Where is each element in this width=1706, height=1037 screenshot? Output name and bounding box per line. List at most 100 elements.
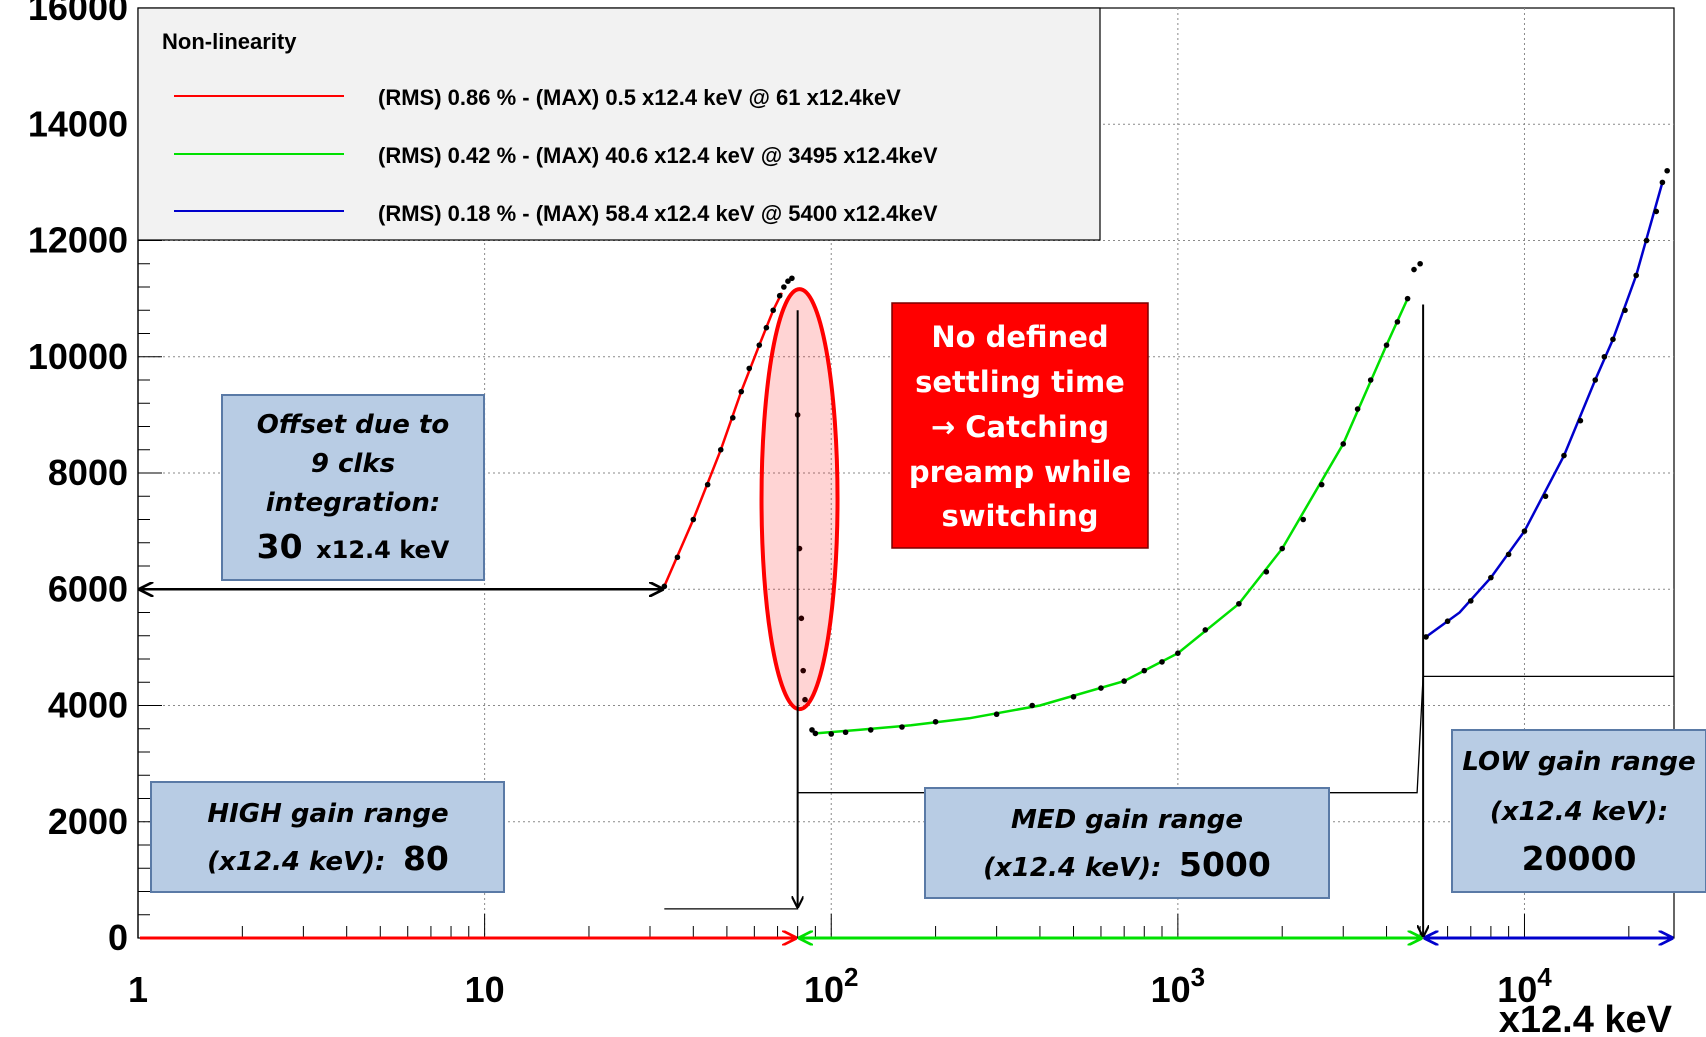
med-gain-line2: (x12.4 keV): 5000: [983, 845, 1271, 884]
data-point: [690, 516, 697, 523]
data-point: [1404, 295, 1411, 302]
legend-box: [137, 7, 1101, 241]
legend: Non-linearity (RMS) 0.86 % - (MAX) 0.5 x…: [137, 7, 1101, 241]
settling-box: [891, 302, 1149, 549]
y-tick-label: 0: [108, 917, 128, 958]
data-point: [1505, 551, 1512, 558]
data-point: [993, 711, 1000, 718]
offset-line2: 9 clks: [311, 449, 395, 479]
data-point: [1659, 179, 1666, 186]
fit-line: [1425, 182, 1664, 638]
data-point: [809, 727, 815, 733]
offset-line3: integration:: [266, 488, 441, 518]
data-point: [785, 278, 791, 284]
data-point: [756, 342, 763, 348]
data-point: [704, 481, 711, 488]
data-point: [802, 696, 808, 703]
data-point: [763, 324, 770, 331]
settling-line4: preamp while: [909, 455, 1131, 489]
x-tick-exponent: 3: [1191, 962, 1205, 992]
data-point: [1622, 307, 1628, 314]
data-point: [1444, 618, 1451, 625]
data-point: [770, 307, 776, 314]
x-tick-label: 1: [128, 969, 148, 1010]
high-gain-unit: (x12.4 keV):: [207, 847, 385, 877]
data-point: [1601, 353, 1608, 360]
data-point: [789, 275, 795, 282]
offset-annotation: Offset due to 9 clks integration: 30 x12…: [221, 394, 485, 581]
data-point: [800, 667, 806, 674]
settling-line2: settling time: [915, 365, 1125, 399]
data-point: [1488, 574, 1494, 581]
data-point: [1029, 702, 1036, 709]
data-point: [717, 446, 724, 453]
data-point: [828, 731, 835, 737]
data-point: [812, 730, 819, 737]
low-gain-line2: (x12.4 keV):: [1490, 797, 1668, 827]
med-gain-line1: MED gain range: [1011, 805, 1243, 835]
y-tick-label: 16000: [28, 0, 128, 28]
data-point: [746, 365, 753, 372]
y-tick-label: 2000: [48, 801, 128, 842]
data-point: [1383, 342, 1390, 348]
offset-line1: Offset due to: [257, 410, 449, 440]
data-point: [1202, 627, 1209, 633]
high-gain-box: [150, 781, 505, 893]
data-point: [1467, 598, 1474, 604]
data-point: [1542, 493, 1549, 500]
y-tick-label: 6000: [48, 568, 128, 609]
x-tick-exponent: 2: [844, 962, 858, 992]
settling-line5: switching: [941, 499, 1098, 533]
data-point: [842, 729, 849, 736]
data-point: [1592, 377, 1599, 383]
high-gain-line2: (x12.4 keV): 80: [207, 839, 449, 878]
legend-entry-green: (RMS) 0.42 % - (MAX) 40.6 x12.4 keV @ 34…: [378, 143, 938, 168]
settling-line3: → Catching: [931, 410, 1109, 444]
high-gain-line1: HIGH gain range: [207, 799, 448, 829]
data-point: [1367, 377, 1374, 383]
data-point: [899, 724, 905, 730]
data-point: [1318, 481, 1325, 488]
data-point: [1070, 693, 1077, 700]
low-gain-box: [1451, 729, 1706, 893]
data-point: [1423, 634, 1429, 640]
offset-value-number: 30: [257, 527, 303, 566]
x-axis-title: x12.4 keV: [1499, 999, 1673, 1037]
y-tick-label: 12000: [28, 220, 128, 261]
legend-entry-blue: (RMS) 0.18 % - (MAX) 58.4 x12.4 keV @ 54…: [378, 201, 938, 226]
data-point: [1610, 336, 1616, 343]
high-gain-annotation: HIGH gain range (x12.4 keV): 80: [150, 781, 505, 893]
data-point: [1340, 441, 1347, 447]
y-tick-label: 8000: [48, 452, 128, 493]
low-gain-annotation: LOW gain range (x12.4 keV): 20000: [1451, 729, 1706, 893]
data-point: [661, 583, 668, 590]
offset-value-unit: x12.4 keV: [316, 536, 450, 564]
data-point: [1577, 417, 1584, 424]
highlight-ellipse: [759, 287, 840, 712]
legend-entry-red: (RMS) 0.86 % - (MAX) 0.5 x12.4 keV @ 61 …: [378, 85, 901, 110]
data-point: [932, 718, 939, 725]
high-gain-value: 80: [403, 839, 449, 878]
low-gain-value: 20000: [1522, 839, 1637, 878]
data-point: [1236, 600, 1242, 607]
med-gain-annotation: MED gain range (x12.4 keV): 5000: [924, 787, 1330, 899]
settling-annotation: No defined settling time → Catching prea…: [891, 302, 1149, 549]
data-point: [798, 615, 805, 622]
data-point: [730, 414, 736, 421]
data-point: [1175, 650, 1181, 656]
med-gain-box: [924, 787, 1330, 899]
med-gain-value: 5000: [1179, 845, 1271, 884]
data-point: [738, 388, 745, 395]
data-point: [1561, 452, 1567, 459]
data-point: [1633, 272, 1639, 279]
data-point: [1394, 319, 1401, 325]
x-tick-label: 103: [1151, 962, 1206, 1010]
arrows: [140, 304, 1672, 938]
settling-line1: No defined: [931, 320, 1108, 354]
x-tick-label: 102: [804, 962, 859, 1010]
data-point: [674, 554, 681, 561]
x-tick-exponent: 4: [1537, 962, 1552, 992]
y-tick-label: 4000: [48, 685, 128, 726]
data-point: [1411, 266, 1417, 273]
